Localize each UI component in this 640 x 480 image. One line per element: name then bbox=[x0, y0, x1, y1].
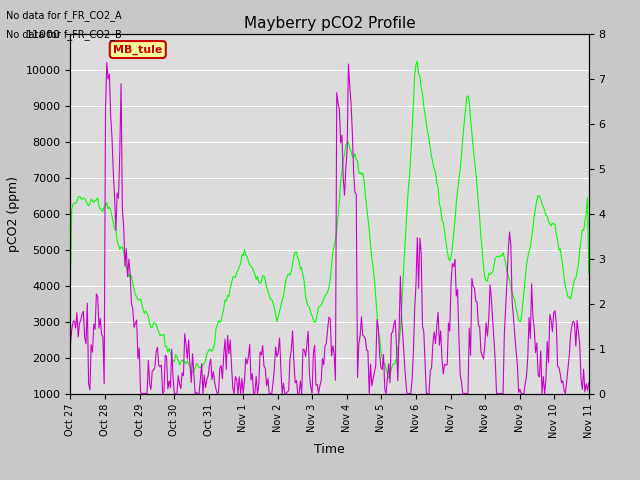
FR_CO2_C-upper bbox=[444, 248, 451, 253]
FR_CO2_C-upper bbox=[385, 375, 392, 381]
Text: No data for f_FR_CO2_B: No data for f_FR_CO2_B bbox=[6, 29, 122, 40]
Text: MB_tule: MB_tule bbox=[113, 44, 163, 55]
FR_CO2_C-upper bbox=[272, 312, 280, 318]
MB_WS bbox=[275, 349, 282, 355]
MB_WS bbox=[396, 326, 403, 332]
MB_WS bbox=[585, 380, 593, 386]
X-axis label: Time: Time bbox=[314, 443, 345, 456]
MB_WS bbox=[444, 362, 451, 368]
FR_CO2_C-upper bbox=[446, 258, 454, 264]
MB_WS bbox=[67, 342, 74, 348]
MB_WS bbox=[130, 324, 138, 330]
MB_WS bbox=[138, 391, 146, 396]
Title: Mayberry pCO2 Profile: Mayberry pCO2 Profile bbox=[244, 16, 415, 31]
FR_CO2_C-upper bbox=[413, 58, 421, 64]
FR_CO2_C-upper bbox=[394, 345, 402, 350]
FR_CO2_C-upper bbox=[236, 264, 243, 269]
Line: FR_CO2_C-upper: FR_CO2_C-upper bbox=[70, 61, 589, 378]
Y-axis label: pCO2 (ppm): pCO2 (ppm) bbox=[7, 176, 20, 252]
MB_WS bbox=[103, 60, 111, 65]
Line: MB_WS: MB_WS bbox=[70, 62, 589, 394]
FR_CO2_C-upper bbox=[67, 281, 74, 287]
FR_CO2_C-upper bbox=[129, 280, 136, 286]
FR_CO2_C-upper bbox=[585, 271, 593, 276]
MB_WS bbox=[446, 328, 454, 334]
MB_WS bbox=[238, 376, 246, 382]
Text: No data for f_FR_CO2_A: No data for f_FR_CO2_A bbox=[6, 10, 122, 21]
